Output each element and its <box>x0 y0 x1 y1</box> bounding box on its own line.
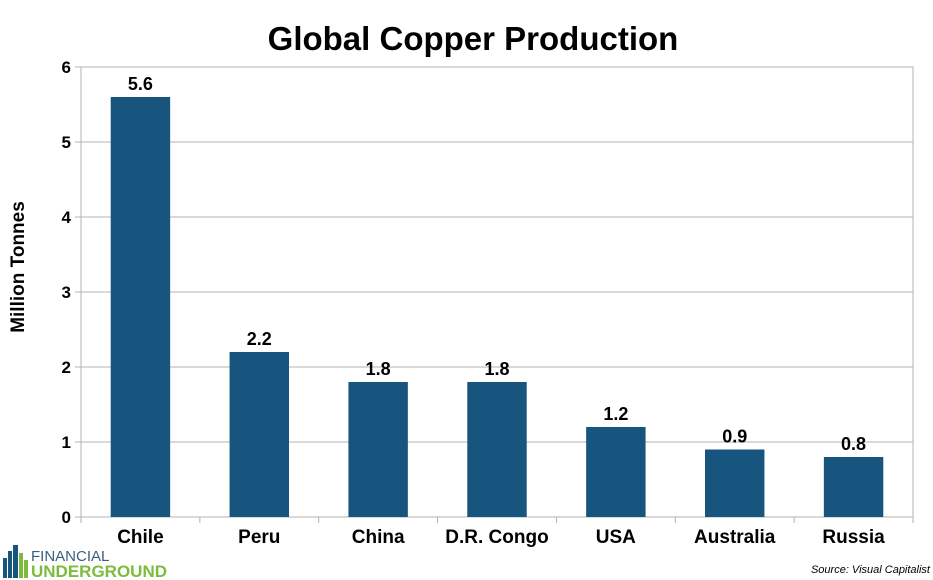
data-label: 0.9 <box>722 427 747 447</box>
x-tick-label: D.R. Congo <box>445 527 548 548</box>
bars <box>110 97 884 517</box>
x-tick-labels: Chile Peru China D.R. Congo USA Australia Russ… <box>117 527 885 548</box>
source-note: Source: Visual Capitalist <box>811 564 931 576</box>
y-tick-label: 0 <box>62 508 71 527</box>
x-tick-label: Australia <box>694 527 776 548</box>
x-tick-label: USA <box>596 527 636 548</box>
x-tick-label: Chile <box>117 527 163 548</box>
financial-underground-logo: FINANCIAL UNDERGROUND <box>3 545 167 580</box>
data-label: 2.2 <box>247 329 272 349</box>
bar-china <box>348 382 408 517</box>
bar-australia <box>705 449 765 517</box>
bar-chile <box>110 97 171 517</box>
y-tick-label: 1 <box>62 433 71 452</box>
chart-title: Global Copper Production <box>268 20 679 57</box>
bar-d-r-congo <box>467 382 527 517</box>
data-label: 1.2 <box>603 404 628 424</box>
data-labels: 5.6 2.2 1.8 1.8 1.2 0.9 0.8 <box>128 74 866 454</box>
y-tick-label: 3 <box>62 283 71 302</box>
x-tick-label: Russia <box>822 527 885 548</box>
bar-usa <box>586 427 646 517</box>
x-tick-label: China <box>352 527 405 548</box>
bar-russia <box>823 457 884 517</box>
y-axis-label: Million Tonnes <box>8 201 29 333</box>
logo-line-1: FINANCIAL <box>31 548 109 565</box>
data-label: 1.8 <box>366 359 391 379</box>
y-tick-label: 5 <box>62 133 71 152</box>
data-label: 0.8 <box>841 434 866 454</box>
y-tick-label: 2 <box>62 358 71 377</box>
x-tick-label: Peru <box>238 527 280 548</box>
data-label: 5.6 <box>128 74 153 94</box>
y-tick-label: 4 <box>62 208 72 227</box>
y-tick-label: 6 <box>62 58 71 77</box>
y-tick-labels: 0 1 2 3 4 5 6 <box>62 58 72 527</box>
logo-line-2: UNDERGROUND <box>31 562 167 580</box>
data-label: 1.8 <box>484 359 509 379</box>
city-skyline-icon <box>3 545 28 578</box>
bar-peru <box>229 352 289 517</box>
